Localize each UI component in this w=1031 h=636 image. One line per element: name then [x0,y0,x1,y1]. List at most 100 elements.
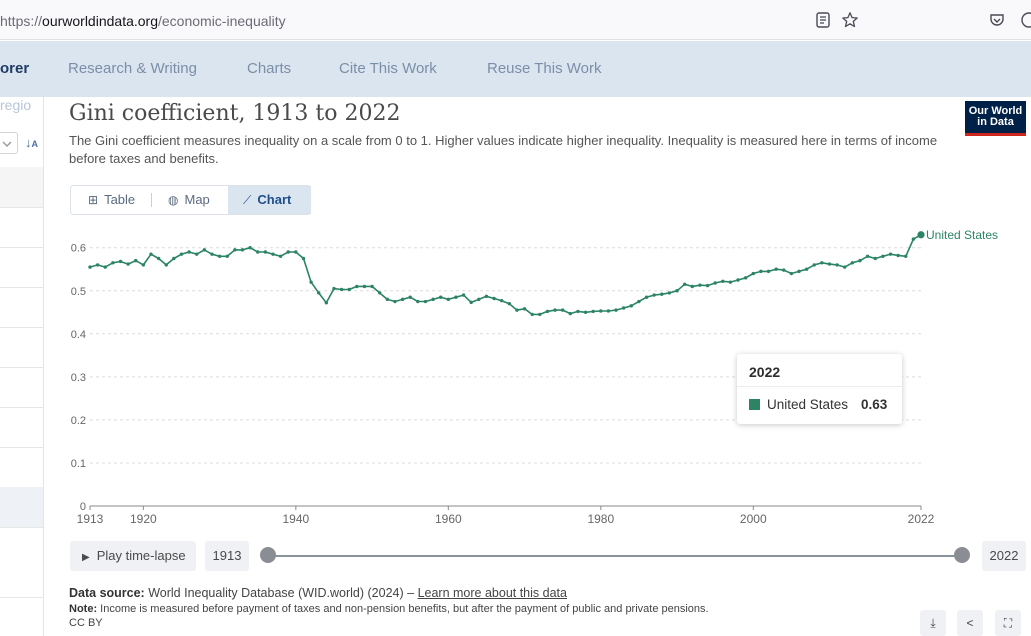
data-point[interactable] [210,252,214,256]
data-point[interactable] [644,295,649,299]
data-point[interactable] [614,308,618,312]
data-point[interactable] [682,282,687,286]
learn-more-link[interactable]: Learn more about this data [417,586,567,600]
nav-charts[interactable]: Charts [247,60,292,77]
data-point[interactable] [911,237,916,241]
bookmark-star-icon[interactable] [841,11,859,29]
data-point[interactable] [126,262,130,266]
data-point[interactable] [515,308,519,312]
data-point[interactable] [705,283,710,288]
series-line-united-states[interactable] [89,234,922,316]
data-point[interactable] [782,268,786,272]
sort-order-icon[interactable]: ↓A [25,135,38,150]
data-point[interactable] [538,312,542,317]
data-point[interactable] [820,261,824,265]
timeline-track[interactable] [268,555,962,557]
timeline-end-handle[interactable] [954,547,970,563]
data-point[interactable] [865,254,870,259]
data-point[interactable] [888,252,893,256]
data-point[interactable] [560,308,565,312]
data-point[interactable] [553,308,557,312]
data-point[interactable] [111,261,115,265]
panel-row[interactable] [0,247,43,248]
data-point[interactable] [301,256,306,261]
panel-row[interactable] [0,597,43,598]
tab-table[interactable]: ⊞ Table [88,186,135,214]
data-point[interactable] [751,271,755,276]
data-point[interactable] [827,262,832,266]
data-point[interactable] [721,279,725,283]
data-point[interactable] [461,293,466,297]
data-point[interactable] [858,258,862,263]
data-point[interactable] [118,259,123,264]
data-point[interactable] [530,312,534,317]
tab-map[interactable]: ◍ Map [168,186,210,214]
tab-chart[interactable]: ⟋ Chart [243,186,291,214]
data-point[interactable] [660,292,664,296]
extension-icon[interactable] [1020,11,1031,29]
play-timelapse-button[interactable]: ▶ Play time-lapse [70,541,196,571]
fullscreen-button[interactable]: ⛶ [995,610,1021,636]
timeline-start-handle[interactable] [260,547,276,563]
data-point[interactable] [507,301,512,306]
data-point[interactable] [431,297,435,302]
data-point[interactable] [545,309,550,314]
data-point[interactable] [667,291,672,295]
data-point[interactable] [446,297,451,302]
data-point[interactable] [416,299,420,304]
data-point[interactable] [759,269,763,274]
panel-row[interactable] [0,527,43,528]
data-point[interactable] [149,252,153,256]
data-point[interactable] [332,286,336,291]
panel-row[interactable] [0,447,43,448]
browser-url-bar[interactable]: https://ourworldindata.org/economic-ineq… [0,0,1031,40]
data-point[interactable] [438,295,443,299]
data-point[interactable] [309,280,313,284]
data-point[interactable] [378,291,382,295]
data-point[interactable] [774,267,778,271]
data-point[interactable] [225,254,229,259]
data-point[interactable] [789,271,794,276]
data-point[interactable] [88,265,92,269]
sort-dropdown[interactable] [0,132,18,154]
data-point[interactable] [95,263,100,267]
download-button[interactable]: ⤓ [920,610,946,636]
data-point[interactable] [576,309,580,314]
data-point[interactable] [896,253,900,258]
pocket-icon[interactable] [988,11,1006,29]
panel-row[interactable] [0,207,43,208]
data-point[interactable] [477,297,481,302]
data-point[interactable] [917,231,925,239]
data-point[interactable] [217,254,222,259]
data-point[interactable] [271,252,275,256]
panel-row[interactable] [0,327,43,328]
panel-row[interactable] [0,287,43,288]
data-point[interactable] [324,301,329,305]
data-point[interactable] [172,256,176,261]
data-point[interactable] [812,263,816,267]
timeline-end-year[interactable]: 2022 [982,541,1026,571]
data-point[interactable] [629,304,633,308]
data-point[interactable] [278,254,283,259]
data-point[interactable] [766,269,771,274]
panel-row[interactable] [0,407,43,408]
data-point[interactable] [248,246,252,250]
data-point[interactable] [804,267,809,271]
data-point[interactable] [454,295,458,299]
data-point[interactable] [743,276,748,280]
data-point[interactable] [393,299,397,304]
data-point[interactable] [606,309,611,313]
data-point[interactable] [156,256,161,261]
data-point[interactable] [873,256,877,261]
data-point[interactable] [484,294,489,299]
panel-row[interactable] [0,367,43,368]
data-point[interactable] [195,252,199,256]
data-point[interactable] [164,263,168,267]
data-point[interactable] [728,280,733,284]
data-point[interactable] [233,248,237,252]
share-button[interactable]: < [957,610,983,636]
data-point[interactable] [179,252,184,256]
data-point[interactable] [362,284,367,289]
data-point[interactable] [492,296,496,301]
url-text[interactable]: https://ourworldindata.org/economic-ineq… [0,13,286,29]
